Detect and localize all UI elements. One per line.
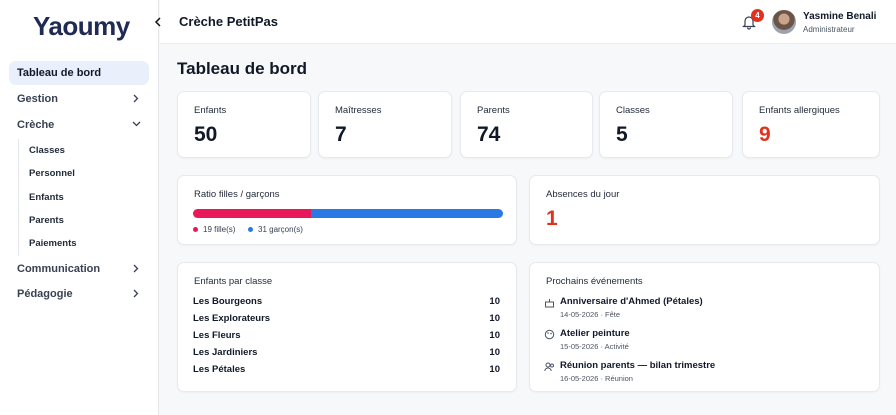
class-row: Les Pétales 10 <box>193 364 500 375</box>
ratio-card: Ratio filles / garçons 19 fille(s) 31 garç… <box>177 175 517 245</box>
nav-item[interactable]: Crèche <box>9 113 149 137</box>
user-name: Yasmine Benali <box>803 11 877 22</box>
nav-item[interactable]: Gestion <box>9 87 149 111</box>
stat-label: Enfants <box>194 105 227 116</box>
sidebar: Yaoumy Tableau de bord Gestion Crèche Class… <box>0 0 159 415</box>
sub-nav-item[interactable]: Enfants <box>29 192 64 203</box>
event-meta: 15-05-2026 · Activité <box>560 342 629 351</box>
event-icon <box>544 329 555 340</box>
class-count: 10 <box>489 364 500 375</box>
stat-label: Classes <box>616 105 650 116</box>
class-count: 10 <box>489 313 500 324</box>
avatar[interactable] <box>772 10 796 34</box>
nav-item[interactable]: Communication <box>9 257 149 281</box>
page-title: Tableau de bord <box>177 59 308 78</box>
ratio-segment <box>310 209 503 218</box>
class-name: Les Explorateurs <box>193 313 271 324</box>
stat-card: Parents 74 <box>460 91 593 158</box>
nav-item[interactable]: Tableau de bord <box>9 61 149 85</box>
sub-nav-item[interactable]: Personnel <box>29 168 75 179</box>
stat-value: 5 <box>616 123 628 146</box>
class-row: Les Bourgeons 10 <box>193 296 500 307</box>
absences-value: 1 <box>546 207 558 230</box>
legend-dot <box>193 227 198 232</box>
chevron <box>133 264 139 273</box>
chevron <box>133 289 139 298</box>
sub-nav-item[interactable]: Classes <box>29 145 65 156</box>
submenu-line <box>18 139 19 256</box>
legend-entry: 19 fille(s) <box>193 225 235 234</box>
header-title: Crèche PetitPas <box>179 14 278 29</box>
ratio-segment <box>193 209 311 218</box>
stat-value: 50 <box>194 123 218 146</box>
class-name: Les Jardiniers <box>193 347 258 358</box>
stat-label: Enfants allergiques <box>759 105 840 116</box>
card-title: Enfants par classe <box>194 276 273 287</box>
class-count: 10 <box>489 330 500 341</box>
stat-label: Parents <box>477 105 510 116</box>
sub-nav-item[interactable]: Paiements <box>29 238 77 249</box>
stat-value: 74 <box>477 123 501 146</box>
class-name: Les Bourgeons <box>193 296 263 307</box>
class-count: 10 <box>489 347 500 358</box>
event-icon <box>545 299 554 308</box>
stat-card: Enfants 50 <box>177 91 311 158</box>
class-count: 10 <box>489 296 500 307</box>
absences-card: Absences du jour 1 <box>529 175 880 245</box>
logo[interactable]: Yaoumy <box>33 11 130 41</box>
event-name: Anniversaire d'Ahmed (Pétales) <box>560 296 703 307</box>
event-meta: 16-05-2026 · Réunion <box>560 374 633 383</box>
event-icon <box>544 362 554 372</box>
class-name: Les Fleurs <box>193 330 241 341</box>
card-title: Ratio filles / garçons <box>194 189 280 200</box>
events-card: Prochains événements Anniversaire d'Ahmed… <box>529 262 880 392</box>
class-name: Les Pétales <box>193 364 246 375</box>
stat-card: Maîtresses 7 <box>318 91 452 158</box>
legend-dot <box>248 227 253 232</box>
chevron <box>133 94 139 103</box>
class-row: Les Fleurs 10 <box>193 330 500 341</box>
classes-card: Enfants par classe Les Bourgeons 10 Les Exp… <box>177 262 517 392</box>
card-title: Absences du jour <box>546 189 620 200</box>
stat-value: 7 <box>335 123 347 146</box>
user-role: Administrateur <box>803 25 855 34</box>
class-row: Les Explorateurs 10 <box>193 313 500 324</box>
sub-nav-item[interactable]: Parents <box>29 215 64 226</box>
stat-value: 9 <box>759 123 771 146</box>
stat-card: Enfants allergiques 9 <box>742 91 880 158</box>
event-name: Atelier peinture <box>560 328 630 339</box>
chevron <box>132 121 141 127</box>
event-name: Réunion parents — bilan trimestre <box>560 360 716 371</box>
class-row: Les Jardiniers 10 <box>193 347 500 358</box>
stat-card: Classes 5 <box>599 91 733 158</box>
card-title: Prochains événements <box>546 276 643 287</box>
stat-label: Maîtresses <box>335 105 382 116</box>
nav-item[interactable]: Pédagogie <box>9 282 149 306</box>
event-meta: 14-05-2026 · Fête <box>560 310 621 319</box>
collapse-button[interactable] <box>154 17 162 27</box>
legend-entry: 31 garçon(s) <box>248 225 303 234</box>
notification-badge[interactable]: 4 <box>751 9 764 22</box>
